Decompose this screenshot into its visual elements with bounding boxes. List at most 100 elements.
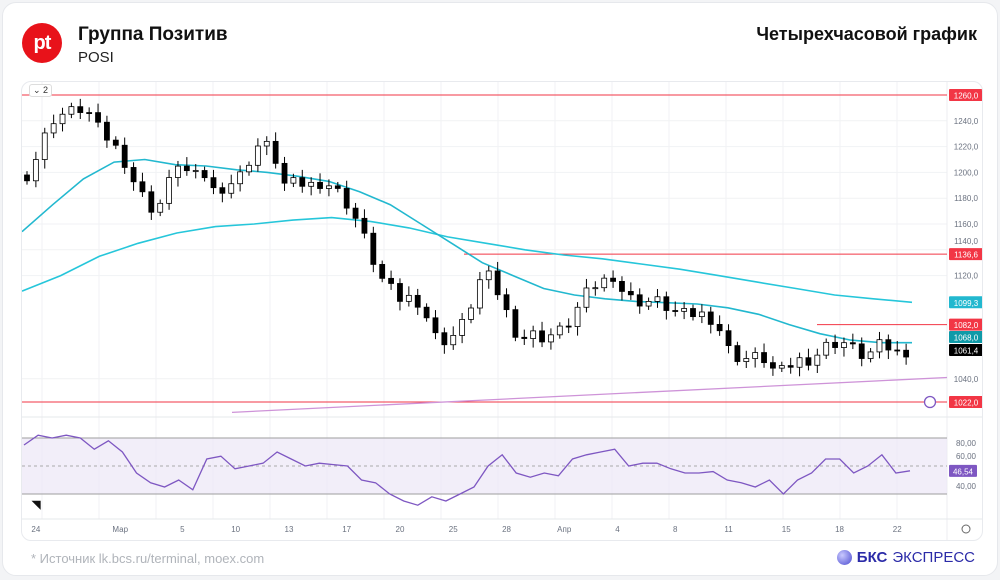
time-tick-label: 11 — [724, 525, 733, 534]
level-label: 1022,0 — [954, 399, 979, 408]
chart-period-title: Четырехчасовой график — [756, 24, 977, 44]
candle-body — [583, 287, 590, 308]
candle-body — [201, 170, 208, 179]
price-badge — [949, 296, 982, 309]
candle-body — [894, 349, 901, 352]
candle-body — [636, 294, 643, 307]
candle-body — [672, 310, 679, 312]
candle-body — [885, 339, 892, 351]
time-tick-label: 20 — [396, 525, 405, 534]
candle-body — [59, 113, 66, 125]
candle-body — [565, 325, 572, 328]
time-tick-label: 22 — [893, 525, 902, 534]
time-tick-label: 5 — [180, 525, 185, 534]
candle-body — [290, 177, 297, 184]
price-tick-label: 1200,0 — [954, 168, 979, 177]
time-tick-label: 13 — [285, 525, 294, 534]
candle-body — [770, 362, 776, 369]
candle-body — [210, 177, 217, 189]
candle-body — [734, 345, 741, 362]
candle-body — [405, 294, 412, 302]
candle-body — [752, 352, 759, 359]
candle-body — [867, 351, 874, 359]
dividend-icon — [923, 395, 937, 409]
price-chart[interactable]: 1260,0 1136,6 1082,0 1022,0 1240,0 1220,0 1200… — [22, 82, 983, 541]
candle-body — [556, 325, 563, 336]
price-badge-label: 1061,4 — [954, 347, 979, 356]
ticker: POSI — [78, 49, 114, 66]
price-badge-label: 1099,3 — [954, 299, 979, 308]
candle-body — [121, 144, 128, 168]
candle-body — [539, 330, 545, 343]
candle-body — [183, 165, 190, 172]
candle-body — [778, 365, 785, 369]
time-tick-label: 4 — [615, 525, 620, 534]
candle-body — [787, 365, 794, 368]
company-name: Группа Позитив — [78, 24, 228, 45]
candle-body — [610, 277, 616, 282]
candle-body — [379, 264, 386, 279]
candle-body — [761, 352, 767, 364]
candle-body — [352, 207, 359, 219]
time-tick-label: 17 — [342, 525, 351, 534]
candle-body — [254, 145, 261, 166]
rsi-tick-label: 40,00 — [956, 482, 977, 491]
candle-body — [326, 185, 332, 189]
ma-fast-line — [22, 158, 912, 344]
candle-body — [148, 191, 155, 213]
company-logo: pt — [22, 23, 62, 63]
candle-body — [743, 358, 750, 362]
candle-body — [814, 354, 821, 366]
rsi-tick-label: 60,00 — [956, 452, 977, 461]
candle-body — [521, 336, 528, 339]
candle-body — [175, 165, 181, 178]
candle-body — [432, 317, 439, 334]
candle-body — [796, 357, 803, 368]
candle-body — [654, 296, 661, 302]
candle-body — [503, 294, 510, 311]
price-tick-label: 1120,0 — [954, 272, 978, 281]
level-badge — [949, 396, 982, 409]
candle-body — [334, 185, 341, 189]
candle-body — [86, 112, 93, 114]
settings-icon — [961, 524, 971, 534]
candle-body — [281, 162, 288, 184]
price-tick-label: 1180,0 — [954, 194, 978, 203]
candle-body — [139, 181, 146, 193]
time-tick-label: Мар — [112, 525, 128, 534]
candle-body — [68, 106, 75, 115]
collapse-button[interactable]: ⌄ 2 — [29, 84, 53, 97]
candle-body — [246, 164, 252, 173]
brand-rest: ЭКСПРЕСС — [892, 549, 975, 566]
candle-body — [716, 324, 723, 332]
candle-body — [272, 140, 279, 164]
candle-body — [423, 306, 430, 319]
candle-body — [485, 270, 492, 281]
candle-body — [299, 177, 306, 187]
time-tick-label: 15 — [782, 525, 791, 534]
candle-body — [494, 270, 501, 296]
candle-body — [832, 341, 838, 348]
candle-body — [548, 334, 554, 343]
candle-body — [858, 343, 865, 359]
candle-body — [343, 188, 350, 209]
candle-body — [512, 309, 519, 338]
level-label: 1082,0 — [954, 321, 979, 330]
source-note: * Источник lk.bcs.ru/terminal, moex.com — [31, 551, 265, 566]
candle-body — [690, 308, 696, 318]
candle-body — [841, 342, 847, 348]
rsi-badge-label: 46,54 — [953, 467, 974, 476]
time-tick-label: 25 — [449, 525, 458, 534]
time-tick-label: 10 — [231, 525, 240, 534]
candle-body — [50, 123, 57, 134]
level-badge — [949, 89, 982, 101]
chart-area[interactable]: 1260,0 1136,6 1082,0 1022,0 1240,0 1220,0 1200… — [21, 81, 983, 541]
brand-icon — [836, 550, 852, 565]
rsi-line — [23, 434, 911, 506]
ma-slow-line — [22, 216, 913, 304]
candle-body — [849, 342, 856, 345]
candle-body — [77, 106, 84, 113]
candle-body — [903, 349, 910, 358]
candle-body — [823, 341, 830, 356]
candle-body — [627, 291, 634, 296]
